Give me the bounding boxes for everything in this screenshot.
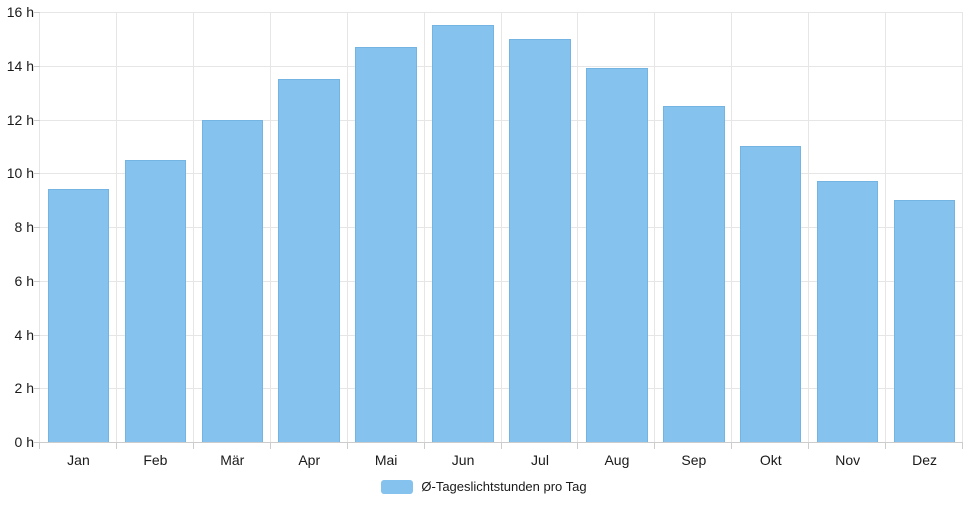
y-axis-tick (34, 227, 40, 228)
bar-feb[interactable] (124, 159, 187, 442)
y-axis-label: 16 h (6, 4, 34, 20)
x-axis-label-apr: Apr (298, 452, 321, 468)
y-axis-tick (34, 12, 40, 13)
bar-jun[interactable] (432, 25, 494, 442)
gridline-vertical (269, 12, 271, 442)
bar-jan[interactable] (47, 189, 110, 442)
bar-apr[interactable] (278, 79, 340, 442)
x-axis-tick (731, 443, 733, 449)
gridline-horizontal (40, 173, 963, 175)
y-axis-label: 14 h (6, 57, 34, 74)
x-axis-tick (808, 443, 810, 449)
gridline-vertical (192, 12, 194, 442)
bar-column (655, 12, 732, 442)
gridline-vertical (731, 12, 733, 442)
bar-column (117, 12, 194, 442)
x-axis-tick (654, 443, 656, 449)
y-axis-label: 10 h (6, 165, 34, 182)
bar-column (578, 12, 655, 442)
x-axis-tick (269, 443, 271, 449)
gridline-vertical (885, 12, 887, 442)
y-axis-tick (34, 280, 40, 282)
x-axis-label-mai: Mai (374, 452, 398, 468)
legend-label: Ø-Tageslichtstunden pro Tag (421, 479, 587, 494)
bar-column (732, 12, 809, 442)
y-axis-label: 8 h (14, 219, 34, 235)
x-axis-label-jun: Jun (451, 452, 475, 468)
bar-column (348, 12, 425, 442)
gridline-horizontal (40, 65, 963, 67)
y-axis-label: 0 h (14, 434, 34, 450)
gridline-vertical (346, 12, 348, 442)
y-axis-label: 12 h (6, 111, 34, 128)
bar-column (502, 12, 579, 442)
x-axis-label-aug: Aug (604, 452, 630, 468)
x-axis-label-nov: Nov (835, 452, 861, 468)
y-axis-tick (34, 334, 40, 336)
bar-column (809, 12, 886, 442)
x-axis-label-feb: Feb (143, 452, 168, 468)
gridline-horizontal (40, 227, 963, 228)
gridline-vertical (423, 12, 425, 442)
gridline-horizontal (40, 334, 963, 336)
x-axis-tick (962, 443, 963, 449)
x-axis-label-jul: Jul (531, 452, 549, 468)
gridline-horizontal (40, 12, 963, 13)
gridline-vertical (654, 12, 656, 442)
bar-okt[interactable] (739, 146, 802, 442)
bar-jul[interactable] (509, 38, 571, 442)
bar-column (271, 12, 348, 442)
bar-mär[interactable] (201, 119, 264, 442)
x-axis-label-jan: Jan (67, 452, 90, 468)
bar-column (886, 12, 963, 442)
bar-column (194, 12, 271, 442)
x-axis-tick (423, 443, 425, 449)
x-axis-tick (115, 443, 117, 449)
y-axis-label: 6 h (14, 272, 34, 289)
gridline-vertical (962, 12, 963, 442)
y-axis-tick (34, 388, 40, 390)
gridline-vertical (500, 12, 502, 442)
bar-nov[interactable] (816, 181, 879, 442)
y-axis-labels: 0 h 2 h 4 h 6 h 8 h 10 h 12 h 14 h 16 h (0, 5, 34, 449)
legend-swatch-icon (381, 480, 414, 494)
bar-mai[interactable] (355, 46, 417, 442)
gridline-horizontal (40, 388, 963, 390)
gridline-vertical (115, 12, 117, 442)
x-axis-tick (192, 443, 194, 449)
y-axis-tick (34, 442, 40, 443)
x-axis-label-sep: Sep (681, 452, 707, 468)
legend-item-daylight-series[interactable]: Ø-Tageslichtstunden pro Tag (0, 480, 968, 494)
x-axis-label-dez: Dez (912, 452, 938, 468)
x-axis-label-mär: Mär (220, 452, 245, 468)
y-axis-label: 4 h (14, 326, 34, 343)
bar-aug[interactable] (586, 68, 648, 442)
x-axis-tick (346, 443, 348, 449)
x-axis-tick (39, 443, 40, 449)
x-axis-labels: Jan Feb Mär Apr Mai Jun Jul Aug Sep Okt Nov Dez (40, 452, 963, 468)
x-axis-tick (885, 443, 887, 449)
gridline-horizontal (40, 280, 963, 282)
y-axis-tick (34, 173, 40, 175)
gridline-vertical (808, 12, 810, 442)
bar-column (425, 12, 502, 442)
x-axis-label-okt: Okt (759, 452, 782, 468)
y-axis-label: 2 h (14, 380, 34, 397)
y-axis-tick (34, 65, 40, 67)
bar-sep[interactable] (663, 106, 725, 442)
x-axis-line (40, 442, 963, 443)
plot-area (34, 12, 963, 449)
bar-column (40, 12, 117, 442)
y-axis-tick (34, 119, 40, 121)
gridline-vertical (577, 12, 579, 442)
gridline-horizontal (40, 119, 963, 121)
bar-dez[interactable] (893, 200, 956, 442)
x-axis-tick (500, 443, 502, 449)
x-axis-tick (577, 443, 579, 449)
